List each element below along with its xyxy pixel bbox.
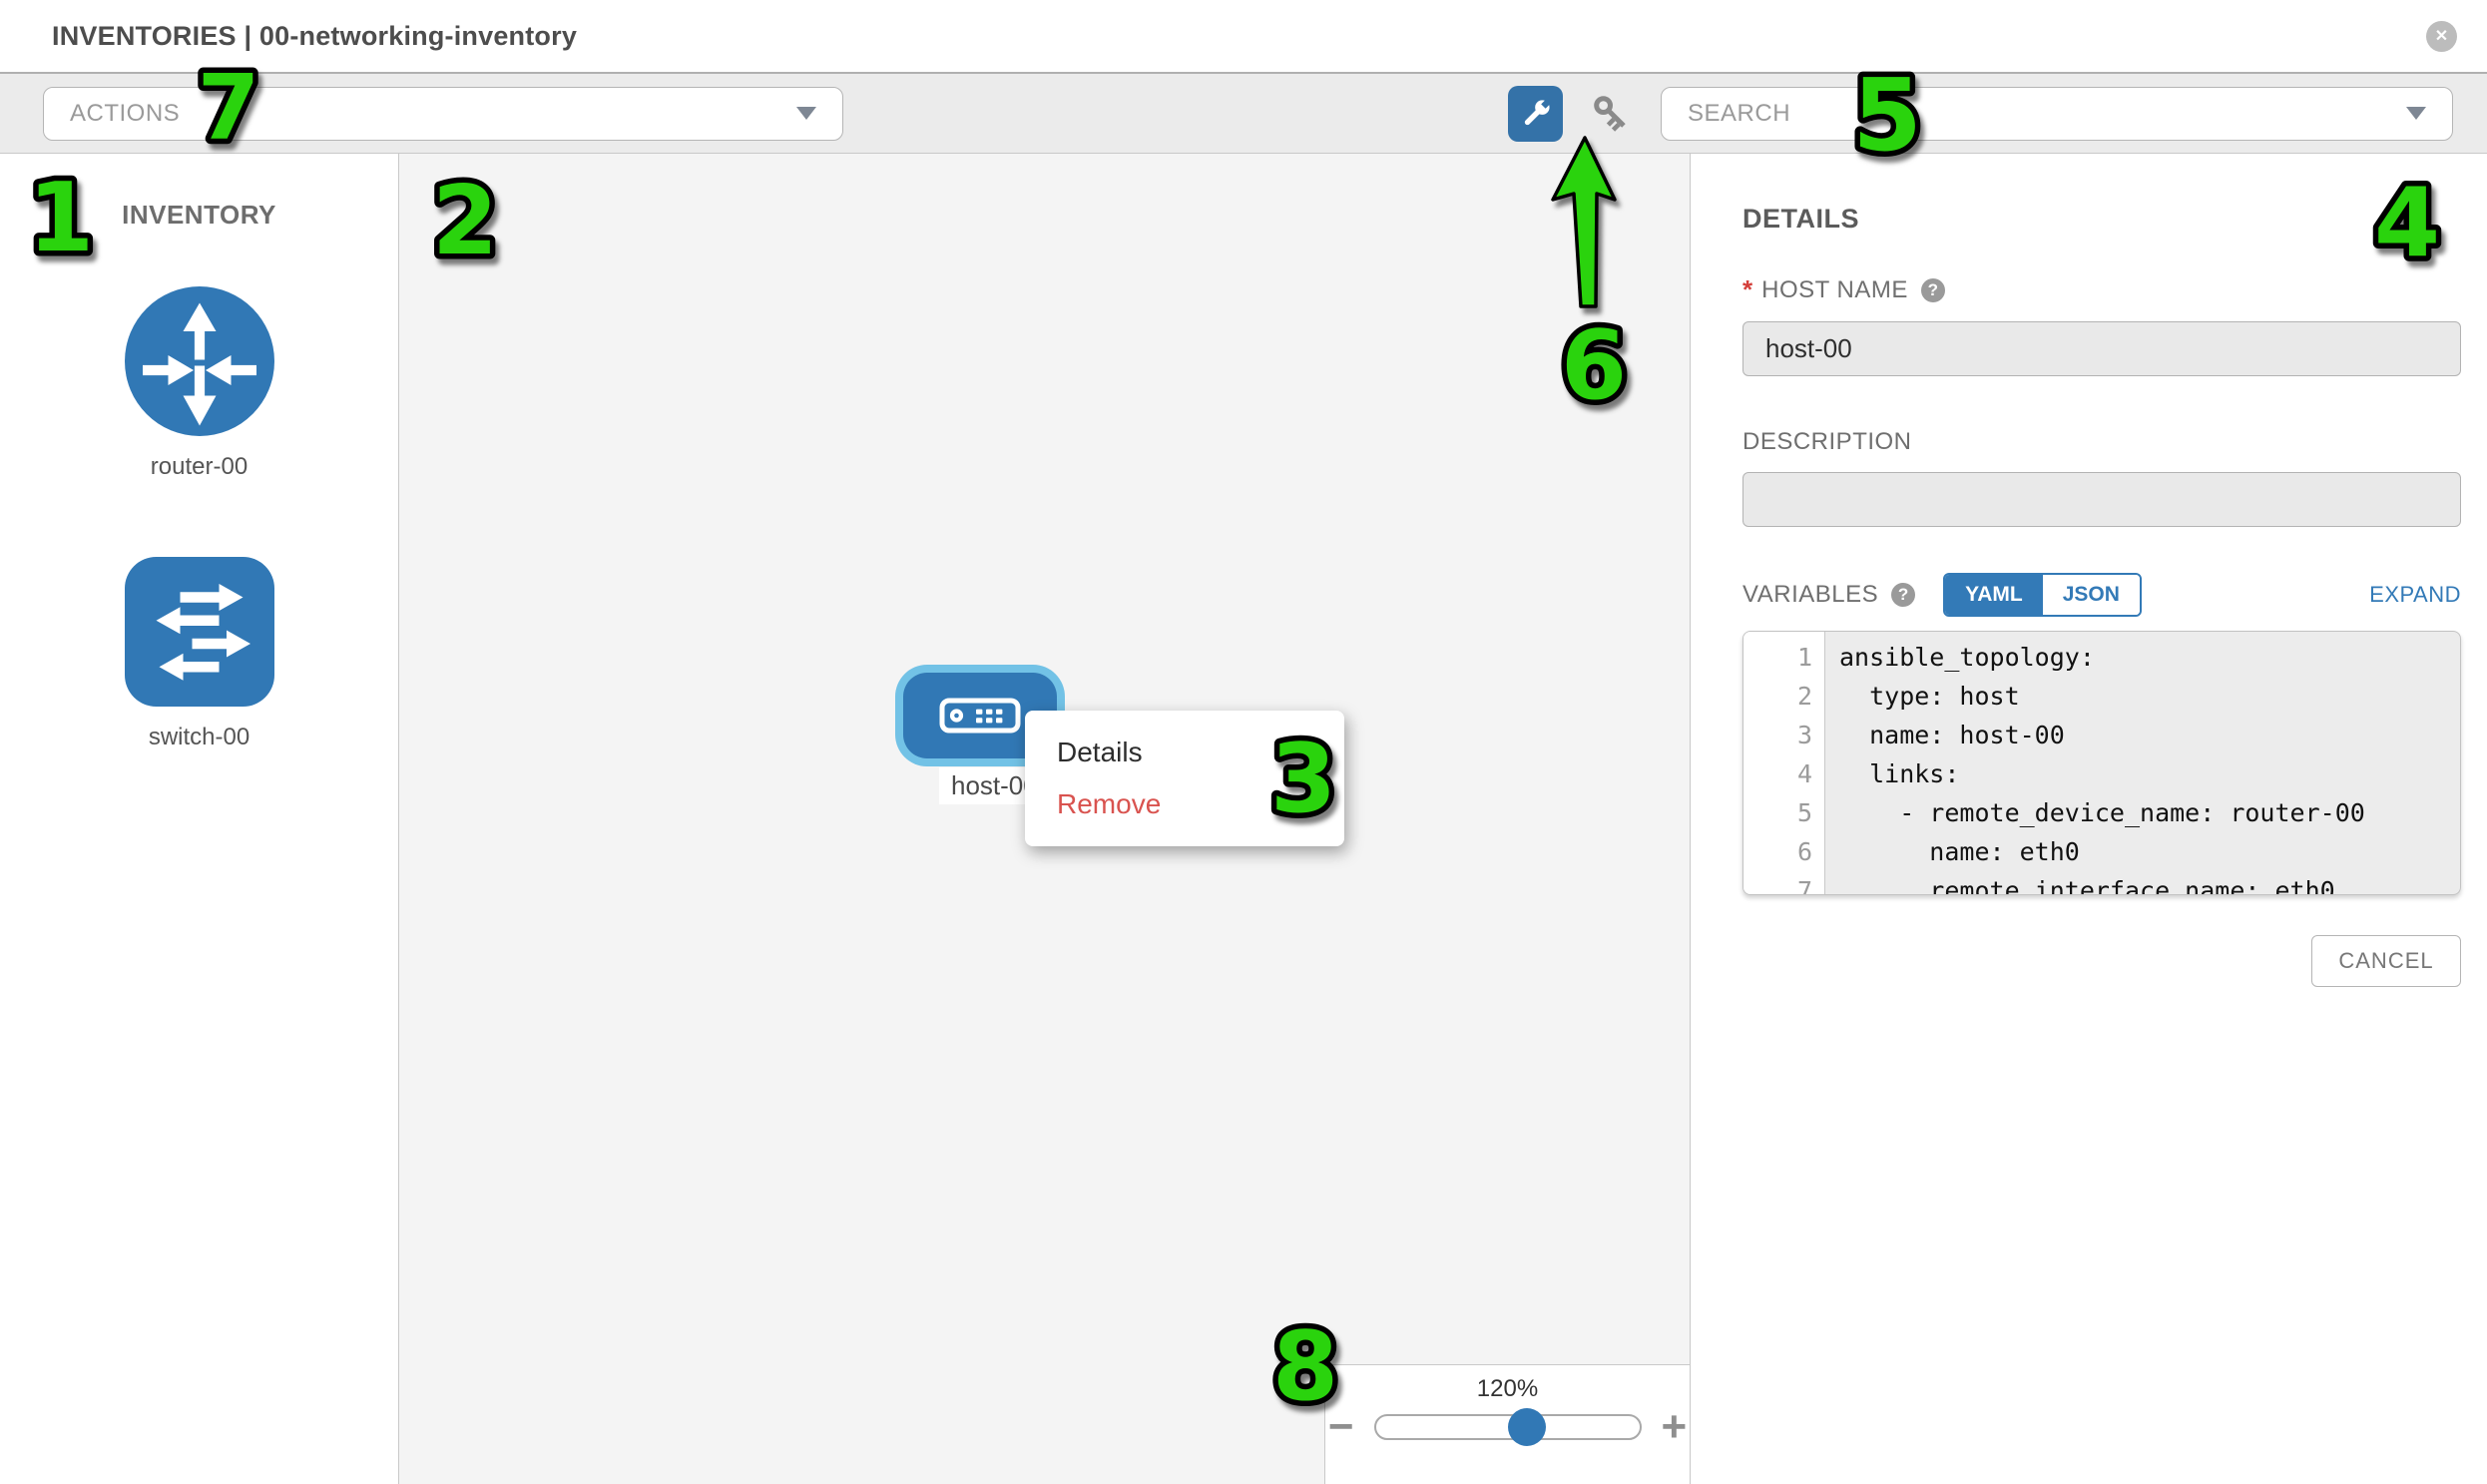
line-number: 7 [1796,876,1812,895]
zoom-slider-row: − + [1325,1402,1690,1451]
zoom-in-icon[interactable]: + [1661,1402,1688,1451]
key-icon [1594,95,1626,132]
code-line-numbers: 1 2 3 4 5 6 7 [1743,632,1825,894]
code-line: ansible_topology: [1839,643,2095,672]
code-line: type: host [1839,682,2020,711]
variables-label: VARIABLES [1742,581,1879,608]
line-number: 6 [1796,837,1812,866]
zoom-level-value: 120% [1476,1375,1539,1402]
code-line: remote_interface_name: eth0 [1839,876,2335,895]
help-icon[interactable]: ? [1891,583,1916,607]
help-glyph: ? [1927,279,1939,299]
expand-link[interactable]: EXPAND [2369,582,2461,607]
node-context-menu: Details Remove [1025,711,1344,846]
host-node-body [903,673,1057,758]
device-label: router-00 [150,453,249,480]
code-line: name: eth0 [1839,837,2080,866]
app-header: INVENTORIES | 00-networking-inventory ✕ [0,0,2487,72]
variables-row: VARIABLES ? YAML JSON EXPAND [1742,573,2461,617]
cancel-button[interactable]: CANCEL [2311,935,2461,987]
host-name-label-row: * HOST NAME ? [1742,274,2461,305]
help-icon[interactable]: ? [1920,277,1945,302]
search-dropdown[interactable]: SEARCH [1661,86,2453,141]
actions-dropdown[interactable]: ACTIONS [43,86,843,141]
actions-dropdown-label: ACTIONS [70,99,181,127]
description-label: DESCRIPTION [1742,428,1912,455]
page-title: INVENTORIES | 00-networking-inventory [52,20,578,51]
line-number: 3 [1796,721,1812,749]
menu-item-remove[interactable]: Remove [1057,788,1162,819]
details-heading: DETAILS [1742,204,1859,234]
zoom-out-icon[interactable]: − [1327,1402,1354,1451]
key-button[interactable] [1589,91,1635,137]
toggle-json[interactable]: JSON [2042,575,2140,615]
toolbar: ACTIONS [0,72,2487,154]
wrench-icon [1524,98,1551,125]
menu-item-details[interactable]: Details [1057,737,1143,767]
description-input[interactable] [1742,472,2461,527]
toggle-yaml[interactable]: YAML [1945,575,2043,615]
code-line: name: host-00 [1839,721,2065,749]
help-glyph: ? [1897,585,1909,604]
sidebar-item-switch[interactable]: switch-00 [0,557,398,751]
close-icon[interactable]: ✕ [2426,20,2457,52]
device-label: switch-00 [148,724,250,750]
variables-format-toggle: YAML JSON [1943,573,2142,617]
sidebar-heading: INVENTORY [122,200,276,230]
toolbar-right-group: SEARCH [1508,85,2453,142]
code-content: ansible_topology: type: host name: host-… [1825,632,2460,894]
host-name-label: HOST NAME [1761,275,1908,303]
close-glyph: ✕ [2434,28,2449,45]
variables-code-editor[interactable]: 1 2 3 4 5 6 7 ansible_topology: type: ho… [1742,631,2461,895]
router-icon [124,286,274,436]
line-number: 1 [1796,643,1812,672]
code-line: links: [1839,759,1960,788]
code-line: - remote_device_name: router-00 [1839,798,2365,827]
host-name-input[interactable] [1742,321,2461,376]
details-panel: DETAILS * HOST NAME ? DESCRIPTION VARIAB… [1691,154,2487,1484]
zoom-slider-track[interactable] [1373,1408,1642,1446]
sidebar-item-router[interactable]: router-00 [0,286,398,481]
description-label-row: DESCRIPTION [1742,428,2461,456]
panel-actions-row: CANCEL [1742,935,2461,987]
search-dropdown-label: SEARCH [1688,99,1791,127]
content-area: INVENTORY router-00 [0,154,2487,1484]
chevron-down-icon [796,107,816,120]
host-icon [939,698,1021,734]
required-asterisk: * [1742,274,1753,304]
line-number: 5 [1796,798,1812,827]
zoom-control: 120% − + [1324,1364,1690,1484]
line-number: 2 [1796,682,1812,711]
tools-button[interactable] [1508,85,1563,142]
switch-icon [124,557,274,707]
zoom-slider-thumb[interactable] [1507,1408,1546,1446]
line-number: 4 [1796,759,1812,788]
inventory-sidebar: INVENTORY router-00 [0,154,399,1484]
topology-canvas[interactable]: host-00 Details Remove 120% − + [399,154,1691,1484]
chevron-down-icon [2406,107,2426,120]
